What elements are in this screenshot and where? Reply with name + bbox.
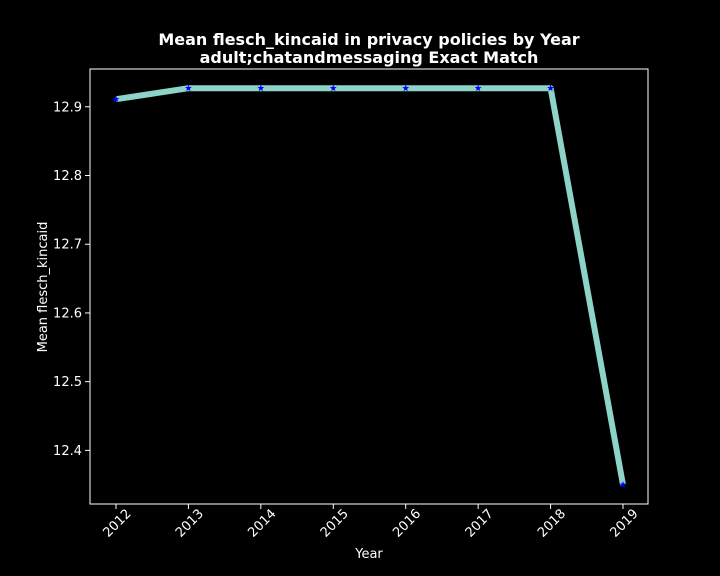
data-point-marker — [402, 84, 410, 92]
data-point-marker — [257, 84, 265, 92]
chart-subtitle: adult;chatandmessaging Exact Match — [200, 48, 539, 67]
data-point-marker — [112, 95, 120, 103]
y-axis-label: Mean flesch_kincaid — [36, 222, 51, 353]
y-tick-label: 12.7 — [53, 238, 82, 253]
x-tick-label: 2018 — [535, 507, 569, 541]
x-tick-label: 2013 — [173, 507, 207, 541]
chart-title: Mean flesch_kincaid in privacy policies … — [158, 30, 579, 49]
x-axis-label: Year — [354, 547, 383, 562]
series-group — [112, 84, 627, 488]
y-tick-label: 12.5 — [53, 375, 82, 390]
y-tick-label: 12.8 — [53, 169, 82, 184]
y-tick-label: 12.9 — [53, 100, 82, 115]
data-point-marker — [185, 84, 192, 92]
x-tick-label: 2019 — [608, 507, 642, 541]
x-tick-label: 2017 — [463, 507, 497, 541]
x-tick-label: 2012 — [101, 507, 135, 541]
x-axis: 2012 2013 2014 2015 2016 2017 2018 2019 — [101, 504, 642, 541]
y-axis: 12.4 12.5 12.6 12.7 12.8 12.9 — [53, 100, 90, 459]
x-tick-label: 2015 — [318, 507, 352, 541]
data-point-marker — [547, 84, 554, 92]
y-tick-label: 12.6 — [53, 306, 82, 321]
data-point-marker — [619, 481, 627, 488]
data-point-marker — [329, 84, 337, 92]
data-point-marker — [474, 84, 482, 92]
x-tick-label: 2014 — [245, 507, 279, 541]
x-tick-label: 2016 — [390, 507, 424, 541]
series-line — [115, 85, 626, 486]
y-tick-label: 12.4 — [53, 444, 82, 459]
plot-frame — [89, 68, 649, 505]
